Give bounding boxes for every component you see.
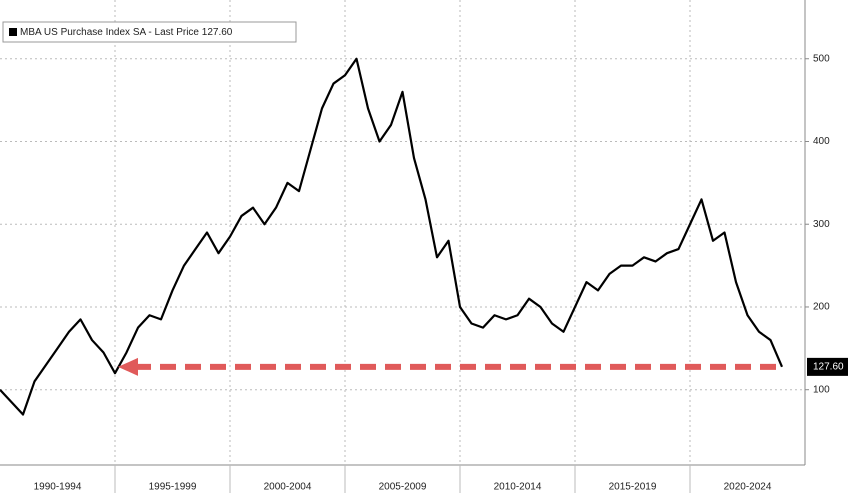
legend-part: 127.60	[202, 27, 233, 38]
legend-box	[2, 21, 297, 43]
y-tick-label: 100	[813, 384, 830, 395]
legend-part: MBA US Purchase Index SA	[20, 27, 147, 38]
last-price-box	[807, 357, 848, 376]
y-tick-label: 400	[813, 136, 830, 147]
x-tick-label: 2020-2024	[724, 482, 772, 493]
arrow-head	[118, 357, 138, 376]
series-line	[0, 57, 784, 416]
legend: MBA US Purchase Index SA - Last Price 12…	[2, 21, 297, 43]
x-tick-label: 2010-2014	[494, 482, 542, 493]
y-tick-label: 200	[813, 302, 830, 313]
x-tick-label: 2005-2009	[379, 482, 427, 493]
legend-swatch	[9, 28, 17, 36]
x-tick-label: 1995-1999	[149, 482, 197, 493]
y-tick-label: 300	[813, 219, 830, 230]
last-price-label: 127.60	[813, 362, 844, 373]
x-tick-label: 2015-2019	[609, 482, 657, 493]
legend-part: Last Price	[155, 27, 200, 38]
legend-sep: -	[146, 27, 155, 38]
y-tick-label: 500	[813, 53, 830, 64]
x-tick-label: 2000-2004	[264, 482, 312, 493]
x-tick-label: 1990-1994	[34, 482, 82, 493]
legend-text: MBA US Purchase Index SA - Last Price 12…	[20, 27, 233, 38]
